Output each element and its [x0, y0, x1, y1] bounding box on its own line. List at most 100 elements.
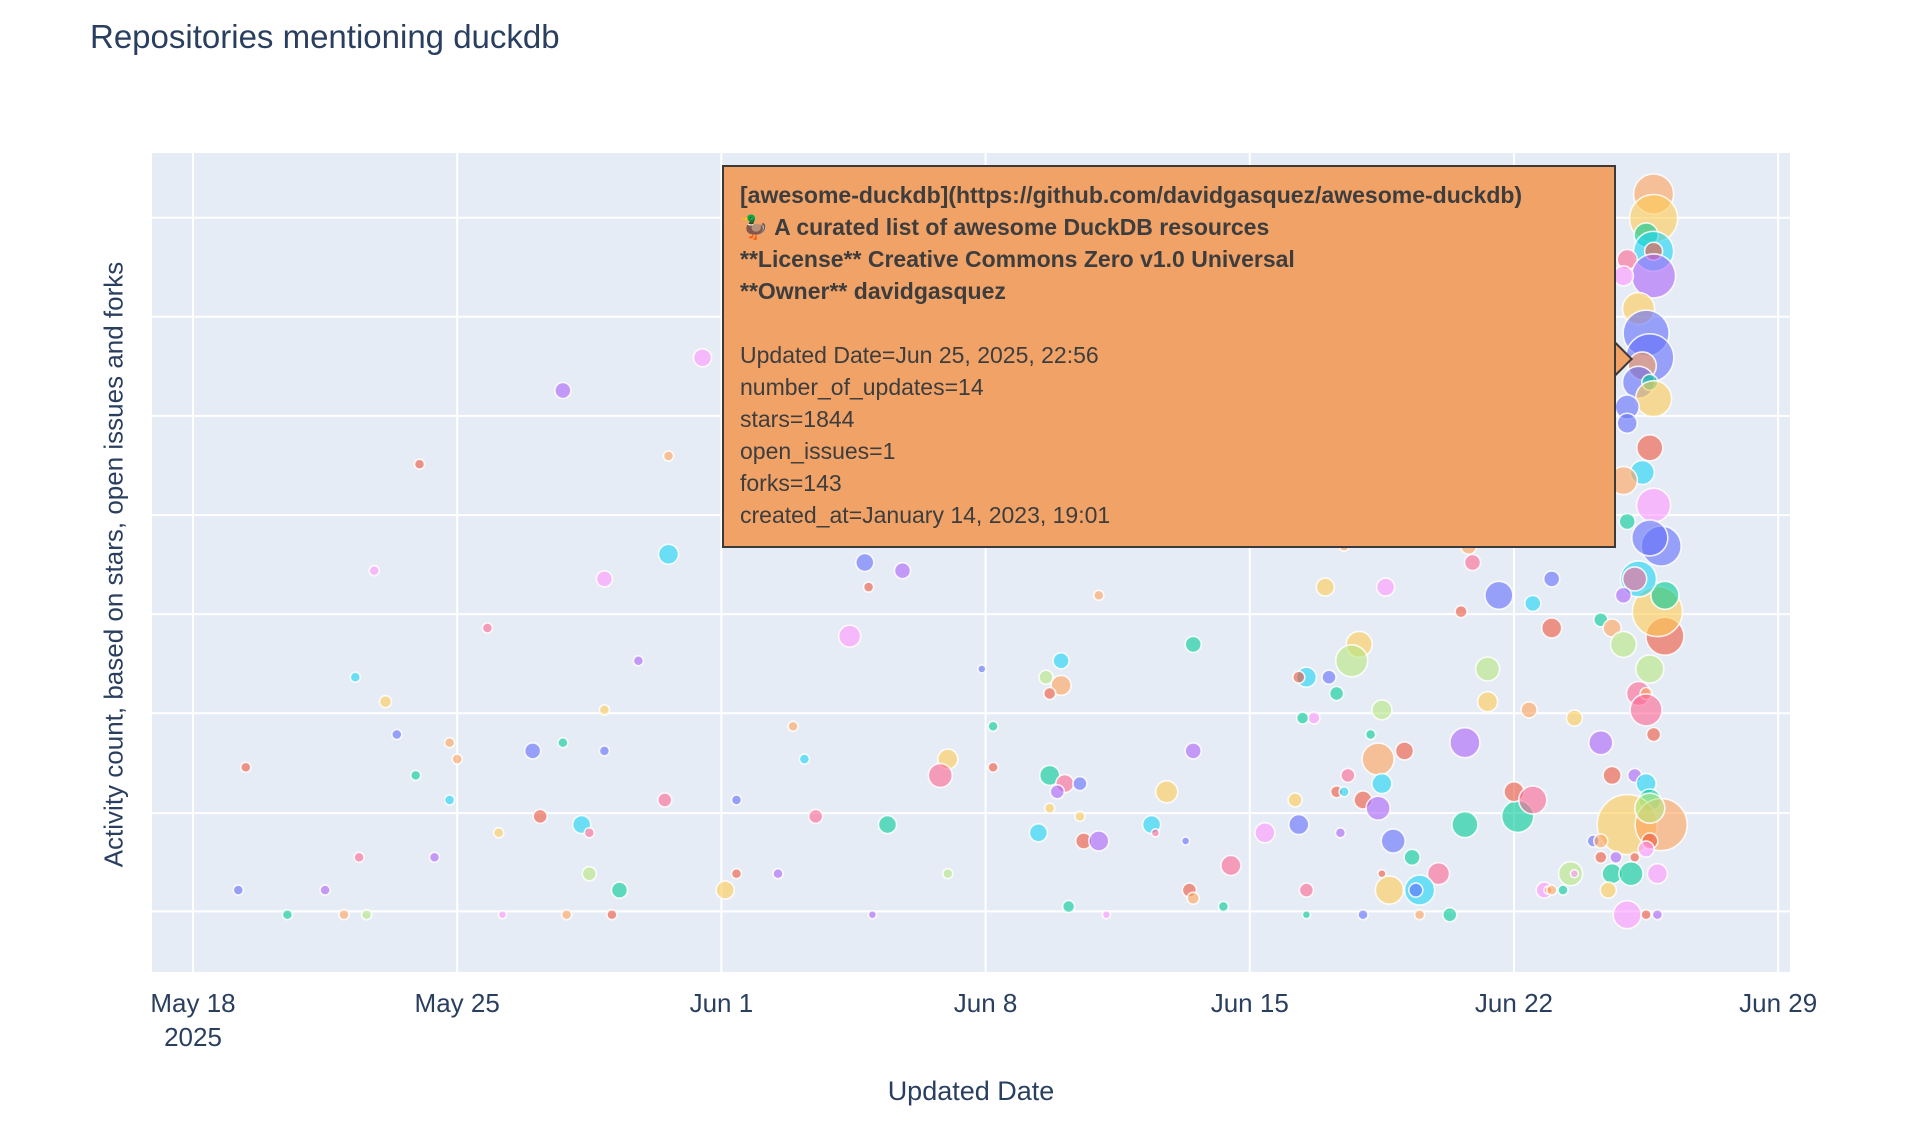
scatter-point[interactable] [1599, 881, 1618, 899]
scatter-point[interactable] [1524, 594, 1542, 613]
scatter-point[interactable] [1184, 635, 1202, 654]
scatter-point[interactable] [1061, 899, 1076, 914]
scatter-point[interactable] [1186, 891, 1200, 906]
scatter-point[interactable] [1557, 884, 1569, 896]
scatter-point[interactable] [560, 908, 573, 921]
scatter-point[interactable] [581, 865, 598, 882]
scatter-point[interactable] [867, 909, 878, 920]
scatter-point[interactable] [1298, 882, 1315, 898]
scatter-point[interactable] [1072, 775, 1088, 792]
scatter-point[interactable] [1618, 860, 1644, 887]
scatter-point[interactable] [1092, 589, 1105, 602]
scatter-point[interactable] [1340, 767, 1356, 784]
scatter-point[interactable] [1442, 906, 1458, 923]
scatter-point[interactable] [409, 769, 422, 782]
scatter-point[interactable] [481, 622, 494, 634]
scatter-point[interactable] [987, 761, 999, 774]
scatter-point[interactable] [987, 720, 999, 733]
scatter-point[interactable] [349, 671, 362, 684]
scatter-point[interactable] [1150, 827, 1161, 838]
scatter-point[interactable] [1334, 826, 1347, 839]
scatter-point[interactable] [1542, 570, 1561, 588]
scatter-point[interactable] [1087, 830, 1110, 852]
scatter-point[interactable] [1380, 828, 1406, 854]
scatter-point[interactable] [1588, 729, 1614, 756]
scatter-point[interactable] [1628, 851, 1641, 864]
scatter-point[interactable] [1301, 909, 1312, 920]
scatter-point[interactable] [1043, 802, 1056, 815]
scatter-point[interactable] [598, 745, 611, 757]
scatter-point[interactable] [1375, 577, 1396, 597]
scatter-point[interactable] [1634, 379, 1673, 418]
scatter-point[interactable] [557, 736, 569, 749]
scatter-point[interactable] [1426, 861, 1451, 886]
scatter-point[interactable] [715, 880, 736, 900]
scatter-point[interactable] [1520, 701, 1538, 719]
scatter-point[interactable] [1629, 693, 1663, 727]
scatter-point[interactable] [1074, 810, 1086, 823]
scatter-point[interactable] [1371, 772, 1393, 795]
scatter-point[interactable] [1454, 604, 1468, 619]
scatter-point[interactable] [1540, 617, 1563, 639]
scatter-point[interactable] [492, 826, 505, 839]
scatter-point[interactable] [1038, 669, 1054, 686]
scatter-point[interactable] [554, 381, 572, 400]
scatter-point[interactable] [1184, 742, 1202, 760]
scatter-point[interactable] [1050, 674, 1072, 697]
scatter-point[interactable] [598, 704, 611, 716]
scatter-point[interactable] [1650, 580, 1680, 611]
scatter-point[interactable] [854, 552, 875, 573]
scatter-point[interactable] [1408, 882, 1424, 898]
scatter-point[interactable] [927, 762, 954, 789]
scatter-point[interactable] [610, 881, 629, 899]
scatter-point[interactable] [1049, 783, 1066, 800]
scatter-point[interactable] [1634, 792, 1666, 825]
scatter-point[interactable] [877, 814, 898, 835]
scatter-point[interactable] [730, 794, 743, 806]
scatter-point[interactable] [240, 761, 252, 774]
scatter-point[interactable] [1636, 433, 1664, 462]
scatter-point[interactable] [1307, 711, 1321, 725]
scatter-point[interactable] [787, 720, 799, 733]
scatter-point[interactable] [1646, 862, 1669, 885]
scatter-point[interactable] [1651, 908, 1664, 921]
scatter-point[interactable] [1449, 726, 1481, 759]
scatter-point[interactable] [1357, 908, 1369, 921]
scatter-point[interactable] [657, 543, 680, 566]
scatter-point[interactable] [1630, 253, 1677, 299]
scatter-point[interactable] [1631, 519, 1669, 557]
scatter-point[interactable] [368, 564, 380, 577]
scatter-point[interactable] [1637, 840, 1655, 858]
scatter-point[interactable] [606, 908, 618, 921]
scatter-point[interactable] [1338, 785, 1350, 798]
scatter-point[interactable] [1361, 742, 1395, 776]
scatter-point[interactable] [1334, 643, 1369, 678]
scatter-point[interactable] [319, 884, 331, 896]
scatter-point[interactable] [532, 808, 549, 825]
scatter-point[interactable] [1374, 875, 1405, 905]
scatter-point[interactable] [1635, 487, 1672, 524]
scatter-point[interactable] [232, 884, 245, 896]
scatter-point[interactable] [1371, 699, 1393, 721]
scatter-point[interactable] [662, 450, 675, 462]
scatter-point[interactable] [1295, 711, 1310, 725]
scatter-point[interactable] [798, 753, 811, 765]
scatter-point[interactable] [772, 867, 784, 880]
scatter-point[interactable] [730, 867, 743, 880]
scatter-point[interactable] [1602, 765, 1622, 786]
scatter-point[interactable] [1609, 850, 1623, 865]
scatter-point[interactable] [595, 570, 614, 588]
scatter-point[interactable] [443, 794, 456, 806]
scatter-point[interactable] [1315, 577, 1336, 597]
scatter-point[interactable] [1609, 630, 1638, 659]
scatter-point[interactable] [413, 458, 426, 471]
scatter-point[interactable] [443, 736, 456, 749]
scatter-point[interactable] [378, 694, 393, 709]
scatter-point[interactable] [807, 808, 824, 825]
scatter-point[interactable] [1640, 908, 1652, 921]
scatter-point[interactable] [391, 728, 403, 741]
scatter-point[interactable] [1593, 833, 1609, 849]
scatter-point[interactable] [1618, 512, 1636, 531]
scatter-point[interactable] [583, 826, 596, 839]
scatter-point[interactable] [1474, 656, 1501, 682]
